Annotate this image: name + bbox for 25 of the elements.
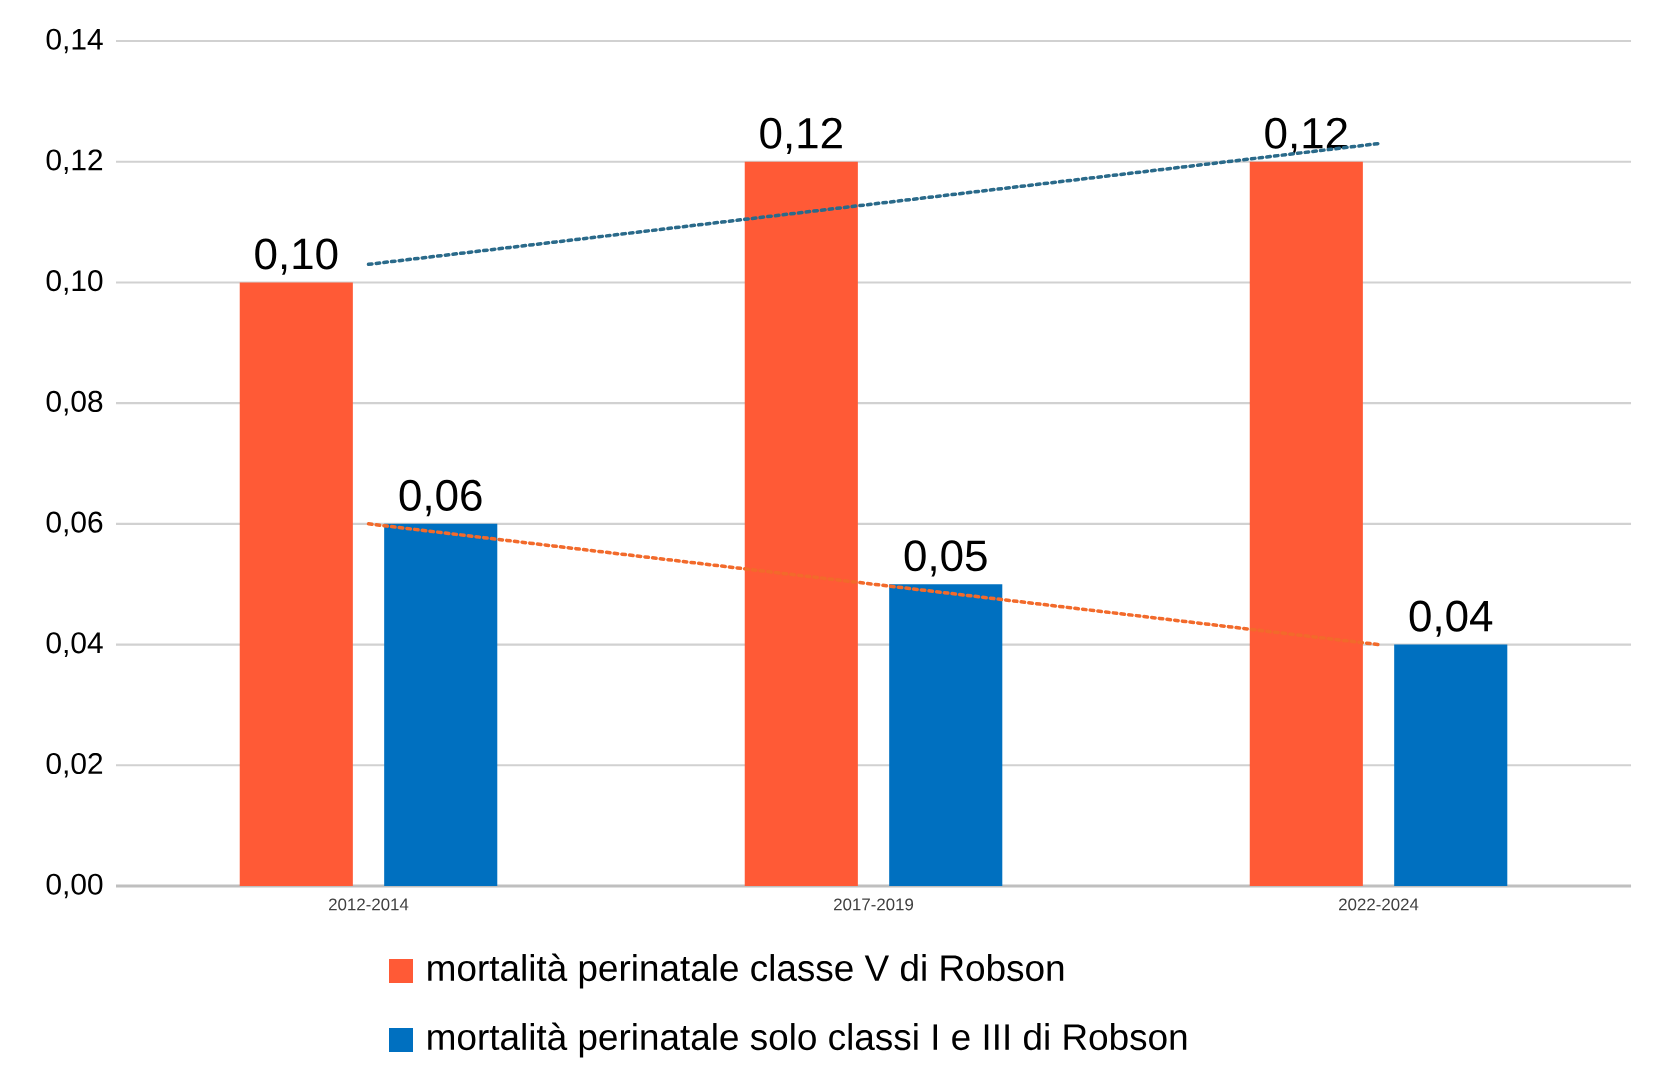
y-tick-label: 0,14 — [46, 28, 103, 54]
y-tick-label: 0,02 — [46, 752, 103, 778]
legend-label: mortalità perinatale classe V di Robson — [428, 953, 1064, 989]
x-tick-label: 2017-2019 — [834, 898, 914, 911]
y-tick-label: 0,12 — [46, 149, 103, 175]
y-tick-label: 0,00 — [46, 873, 103, 899]
bar — [1249, 161, 1363, 887]
legend-label: mortalità perinatale solo classi I e III di Robson — [428, 1022, 1187, 1058]
data-label: 0,05 — [904, 540, 987, 577]
data-label: 0,06 — [399, 479, 482, 517]
x-tick-label: 2022-2024 — [1339, 898, 1419, 911]
y-tick-label: 0,04 — [46, 632, 103, 657]
y-tick-label: 0,10 — [46, 270, 103, 295]
data-label: 0,04 — [1409, 600, 1493, 637]
x-tick-label: 2012-2014 — [329, 898, 409, 911]
bar — [744, 161, 858, 887]
data-label: 0,12 — [1265, 117, 1347, 154]
bar — [889, 584, 1003, 887]
y-tick-label: 0,06 — [46, 511, 103, 537]
y-tick-label: 0,08 — [46, 390, 103, 416]
data-label: 0,12 — [760, 117, 842, 154]
bar — [239, 282, 353, 887]
data-label: 0,10 — [255, 238, 338, 275]
bar — [384, 523, 498, 887]
bar — [1394, 644, 1508, 887]
